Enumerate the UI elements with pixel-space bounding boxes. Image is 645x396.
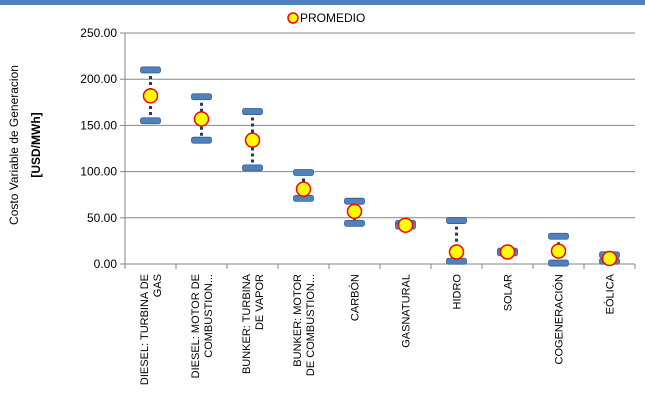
average-point xyxy=(448,244,465,260)
x-category-label: DE COMBUSTION... xyxy=(305,274,317,376)
x-category-label: DIESEL: MOTOR DE xyxy=(190,274,202,378)
x-category-labels: DIESEL: TURBINA DE GAS DIESEL: MOTOR DE COM… xyxy=(139,273,617,385)
min-marker xyxy=(548,259,569,267)
average-point xyxy=(499,244,516,260)
y-axis-unit: [USD/MWh] xyxy=(29,112,43,177)
y-tick-label: 250.00 xyxy=(80,26,117,40)
gridlines xyxy=(125,32,635,219)
max-marker xyxy=(191,93,212,101)
max-marker xyxy=(293,169,314,176)
x-category-label: CARBÓN xyxy=(349,274,362,321)
average-point xyxy=(601,250,618,267)
max-marker xyxy=(344,197,365,205)
average-point xyxy=(550,243,567,259)
average-point xyxy=(193,111,210,127)
x-category-label: HIDRO xyxy=(452,274,464,310)
x-category-label: BUNKER: MOTOR xyxy=(292,274,304,367)
max-marker xyxy=(140,66,161,74)
max-marker xyxy=(548,232,569,240)
x-category-label: DE VAPOR xyxy=(254,274,266,330)
min-marker xyxy=(344,219,365,227)
x-category-label: GAS xyxy=(152,274,164,297)
data-marks xyxy=(140,66,620,267)
min-marker xyxy=(140,117,161,125)
max-marker xyxy=(242,108,263,115)
y-tick-label: 150.00 xyxy=(80,118,117,132)
legend-marker-promedio xyxy=(287,12,299,24)
legend-label-promedio: PROMEDIO xyxy=(300,11,365,25)
top-accent-bar xyxy=(0,0,645,5)
x-category-label: COGENERACIÓN xyxy=(553,274,566,365)
average-point xyxy=(295,181,312,197)
y-tick-label: 0.00 xyxy=(94,257,118,271)
x-category-label: SOLAR xyxy=(503,274,515,311)
axes xyxy=(120,32,635,265)
y-axis-title: Costo Variable de Generacion xyxy=(7,65,21,225)
average-point xyxy=(346,203,363,220)
x-category-label: BUNKER: TURBINA xyxy=(241,273,253,374)
average-point xyxy=(397,217,414,233)
x-category-label: DIESEL: TURBINA DE xyxy=(139,274,151,385)
x-tick-marks xyxy=(124,264,636,269)
x-category-label: EÓLICA xyxy=(604,273,617,314)
x-category-label: COMBUSTION... xyxy=(203,274,215,358)
x-category-label: GASNATURAL xyxy=(401,274,413,348)
y-tick-label: 50.00 xyxy=(87,211,117,225)
average-point xyxy=(244,132,261,148)
average-point xyxy=(142,88,159,104)
max-marker xyxy=(446,217,467,224)
y-tick-label: 200.00 xyxy=(80,72,117,86)
y-tick-label: 100.00 xyxy=(80,165,117,179)
min-marker xyxy=(191,136,212,144)
min-marker xyxy=(242,164,263,172)
legend: PROMEDIO xyxy=(287,11,365,25)
y-tick-labels: 0.00 50.00 100.00 150.00 200.00 250.00 xyxy=(80,26,117,271)
